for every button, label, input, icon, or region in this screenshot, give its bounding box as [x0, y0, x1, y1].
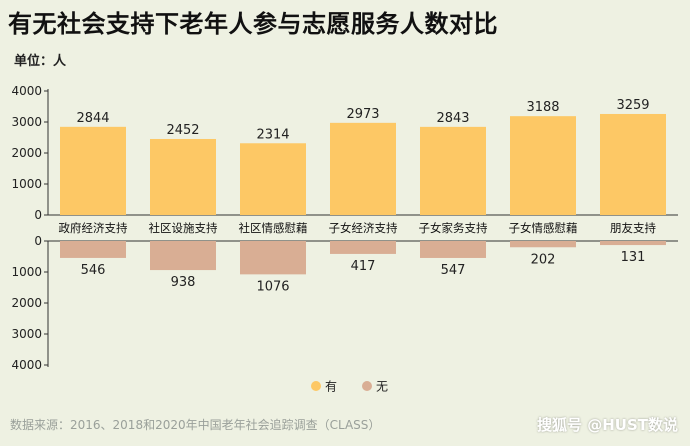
bar-has-support — [330, 122, 396, 215]
data-label-no-support: 1076 — [256, 279, 289, 294]
bar-no-support — [510, 241, 576, 248]
x-tick-label: 子女家务支持 — [419, 221, 488, 235]
legend-swatch-no — [362, 381, 372, 391]
data-label-has-support: 2973 — [346, 107, 379, 122]
y-tick-label-bottom: 4000 — [11, 358, 42, 372]
bar-no-support — [420, 241, 486, 258]
bar-has-support — [420, 126, 486, 215]
y-tick-label-bottom: 0 — [34, 234, 42, 248]
diverging-bar-chart: 0 0 1000 1000 2000 2000 3000 3000 4000 4000 2844 政府… — [11, 84, 678, 394]
bar-has-support — [510, 116, 576, 215]
legend-label-has: 有 — [325, 380, 337, 394]
y-tick-label-top: 3000 — [11, 115, 42, 129]
x-tick-label: 朋友支持 — [610, 221, 656, 235]
data-label-no-support: 202 — [531, 252, 556, 267]
bar-no-support — [150, 241, 216, 271]
data-label-no-support: 417 — [351, 259, 376, 274]
x-tick-label: 政府经济支持 — [59, 221, 128, 235]
watermark: 搜狐号 @HUST数说 — [537, 416, 678, 434]
x-tick-label: 社区情感慰藉 — [239, 221, 308, 235]
y-tick-label-bottom: 2000 — [11, 296, 42, 310]
bar-no-support — [60, 241, 126, 258]
y-tick-label-bottom: 3000 — [11, 327, 42, 341]
chart-title: 有无社会支持下老年人参与志愿服务人数对比 — [8, 10, 498, 38]
data-label-has-support: 2844 — [76, 111, 109, 126]
bar-has-support — [240, 143, 306, 215]
data-label-has-support: 2314 — [256, 127, 289, 142]
bar-has-support — [150, 138, 216, 215]
data-source-note: 数据来源：2016、2018和2020年中国老年社会追踪调查（CLASS） — [10, 418, 381, 432]
data-label-has-support: 2452 — [166, 123, 199, 138]
data-label-no-support: 547 — [441, 263, 466, 278]
bar-has-support — [600, 113, 666, 215]
data-label-has-support: 2843 — [436, 111, 469, 126]
legend-swatch-has — [311, 381, 321, 391]
x-tick-label: 子女情感慰藉 — [509, 221, 578, 235]
legend-label-no: 无 — [376, 380, 388, 394]
bar-has-support — [60, 126, 126, 215]
x-tick-label: 子女经济支持 — [329, 221, 398, 235]
unit-label: 单位：人 — [14, 54, 67, 69]
y-tick-label-top: 2000 — [11, 146, 42, 160]
y-tick-label-bottom: 1000 — [11, 265, 42, 279]
y-tick-label-top: 0 — [34, 208, 42, 222]
bar-no-support — [240, 241, 306, 275]
bar-no-support — [330, 241, 396, 254]
data-label-has-support: 3188 — [526, 100, 559, 115]
data-label-no-support: 546 — [81, 263, 106, 278]
bar-no-support — [600, 241, 666, 246]
data-label-has-support: 3259 — [616, 98, 649, 113]
y-tick-label-top: 1000 — [11, 177, 42, 191]
y-tick-label-top: 4000 — [11, 84, 42, 98]
x-tick-label: 社区设施支持 — [149, 221, 218, 235]
data-label-no-support: 938 — [171, 275, 196, 290]
data-label-no-support: 131 — [621, 250, 646, 265]
